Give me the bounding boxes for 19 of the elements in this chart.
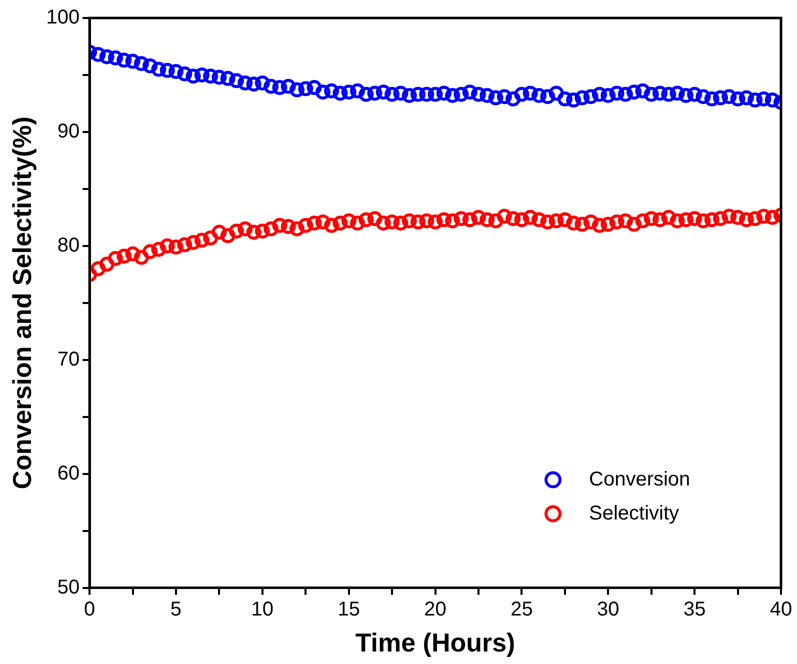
x-tick-label: 5	[170, 598, 182, 620]
y-tick-label: 90	[57, 120, 80, 142]
x-tick-label: 40	[770, 598, 792, 620]
x-tick-label: 35	[683, 598, 706, 620]
x-tick-label: 20	[424, 598, 446, 620]
x-tick-label: 30	[597, 598, 620, 620]
x-tick-label: 10	[251, 598, 274, 620]
legend-label: Selectivity	[589, 502, 680, 524]
y-axis-title: Conversion and Selectivity(%)	[6, 116, 37, 490]
y-tick-label: 80	[57, 234, 80, 256]
y-tick-label: 50	[57, 576, 80, 598]
y-tick-label: 100	[46, 6, 80, 29]
y-tick-label: 70	[57, 348, 80, 370]
x-tick-label: 25	[510, 598, 533, 620]
x-axis-title: Time (Hours)	[355, 628, 516, 658]
y-tick-label: 60	[57, 462, 80, 484]
x-tick-label: 0	[84, 598, 96, 620]
legend-label: Conversion	[589, 468, 690, 490]
x-tick-label: 15	[338, 598, 360, 620]
